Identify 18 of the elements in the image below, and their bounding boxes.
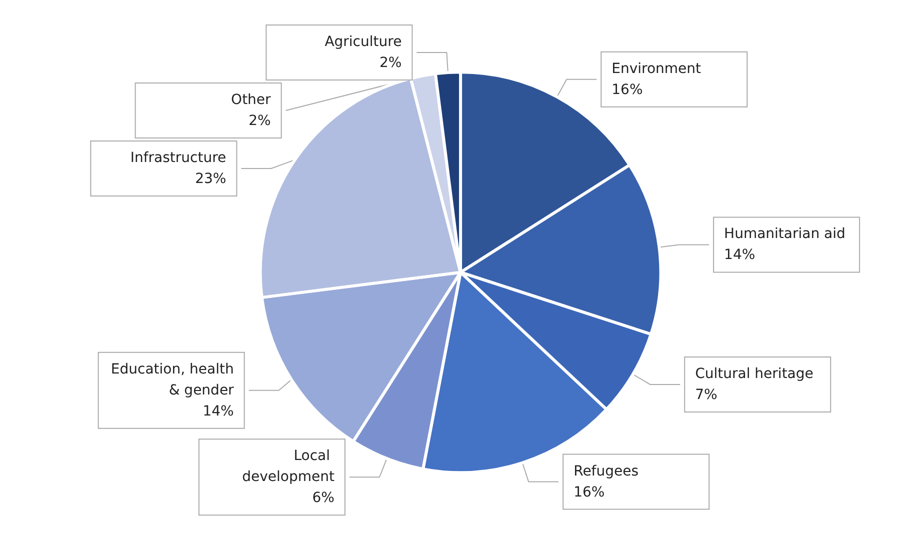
slice-label: Infrastructure [130,150,226,166]
data-label: 2% [248,113,271,130]
slice-label: Other [231,92,272,108]
slice-label: Agriculture [324,34,402,50]
data-label: 16% [574,484,605,500]
data-label: 2% [379,55,402,72]
data-label: 16% [612,82,643,98]
data-label: 14% [724,247,756,264]
slice-label: Education, health & gender [110,361,234,398]
slice-label: Humanitarian aid [724,226,846,242]
slice-label: Environment [612,60,702,77]
slice-label: Local development [242,448,335,486]
slice-label: Cultural heritage [695,366,814,382]
data-label: 6% [312,490,334,506]
slice-label: Refugees [574,463,639,480]
data-label: 14% [202,403,234,420]
data-label: 7% [695,386,718,403]
data-label: 23% [195,171,226,188]
